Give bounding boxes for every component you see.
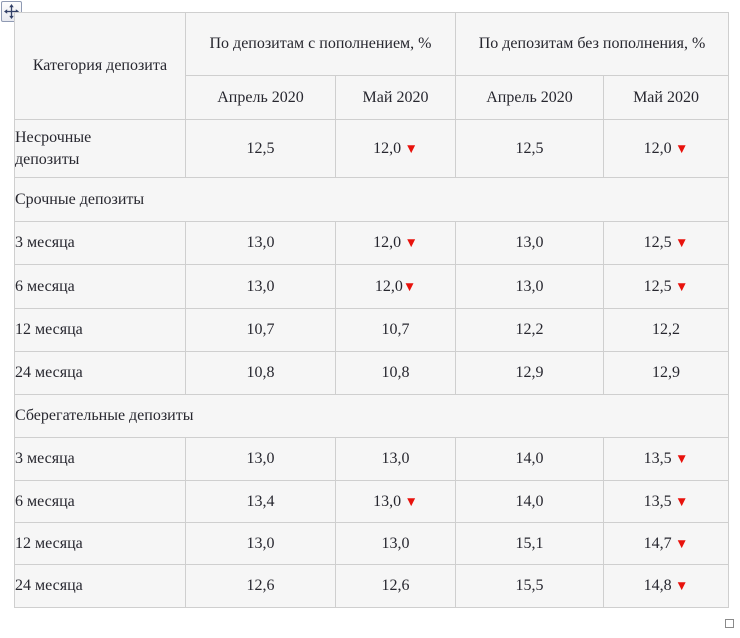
section-row: Сберегательные депозиты (13, 394, 730, 438)
group-header-with-topup: По депозитам с пополнением, % (185, 12, 456, 76)
rate-value: 10,8 (185, 351, 336, 395)
month-header-april-1: Апрель 2020 (185, 75, 336, 120)
rate-value: 13,0 (185, 221, 336, 265)
rate-value: 13,0 (185, 437, 336, 481)
table-row: 24 месяца 10,8 10,8 12,9 12,9 (14, 351, 730, 395)
table-row: 3 месяца 13,0 12,0 ▼ 13,0 12,5 ▼ (14, 221, 730, 265)
triangle-down-icon: ▼ (671, 493, 689, 509)
row-label: 24 месяца (14, 564, 186, 608)
row-label: 6 месяца (14, 264, 186, 309)
rate-value: 12,9 (602, 351, 730, 395)
rate-value: 14,0 (455, 480, 604, 523)
rate-value: 12,2 (602, 308, 730, 352)
section-label: Сберегательные депозиты (13, 394, 730, 438)
row-label: 24 месяца (14, 351, 186, 395)
triangle-down-icon: ▼ (401, 140, 418, 156)
rate-value: 15,1 (455, 522, 604, 565)
rate-value: 12,5 ▼ (602, 264, 730, 309)
rate-value: 14,7 ▼ (602, 522, 730, 565)
rate-value: 12,6 (335, 564, 456, 608)
row-label: 3 месяца (14, 221, 186, 265)
rate-value: 10,8 (335, 351, 456, 395)
rate-value: 13,0 ▼ (335, 480, 456, 523)
triangle-down-icon: ▼ (402, 278, 417, 294)
rate-value: 13,5 ▼ (602, 437, 730, 481)
rate-value: 12,2 (455, 308, 604, 352)
rate-value: 13,0 (455, 221, 604, 265)
group-header-without-topup: По депозитам без пополнения, % (454, 12, 730, 76)
triangle-down-icon: ▼ (401, 235, 418, 250)
row-label: 6 месяца (14, 480, 186, 523)
rate-value: 13,4 (185, 480, 336, 523)
rate-value: 12,5 (185, 119, 336, 178)
month-header-may-1: Май 2020 (335, 75, 456, 120)
rate-value: 13,0 (455, 264, 604, 309)
corner-header-category: Категория депозита (14, 12, 186, 120)
rate-value: 10,7 (335, 308, 456, 352)
rate-value: 14,0 (455, 437, 604, 481)
row-label: 12 месяца (14, 308, 186, 352)
rate-value: 12,6 (185, 564, 336, 608)
row-label: Несрочные депозиты (14, 119, 186, 178)
table-row: Несрочные депозиты 12,5 12,0 ▼ 12,5 12,0… (14, 119, 730, 178)
triangle-down-icon: ▼ (671, 578, 689, 593)
rate-value: 12,5 ▼ (602, 221, 730, 265)
triangle-down-icon: ▼ (671, 451, 689, 466)
rate-value: 12,0 ▼ (335, 119, 456, 178)
rate-value: 13,5 ▼ (602, 480, 730, 523)
rate-value: 12,0 ▼ (335, 221, 456, 265)
row-label: 12 месяца (14, 522, 186, 565)
section-label: Срочные депозиты (13, 177, 730, 222)
move-arrows-icon (4, 4, 19, 19)
rate-value: 14,8 ▼ (602, 564, 730, 608)
rate-value: 13,0 (335, 522, 456, 565)
table-row: 6 месяца 13,0 12,0▼ 13,0 12,5 ▼ (14, 264, 730, 309)
month-header-may-2: Май 2020 (602, 75, 730, 120)
rate-value: 13,0 (185, 522, 336, 565)
table-row: 3 месяца 13,0 13,0 14,0 13,5 ▼ (14, 437, 730, 481)
month-header-april-2: Апрель 2020 (455, 75, 604, 120)
triangle-down-icon: ▼ (671, 535, 689, 551)
row-label: 3 месяца (14, 437, 186, 481)
rate-value: 12,0▼ (335, 264, 456, 309)
table-row: 12 месяца 10,7 10,7 12,2 12,2 (14, 308, 730, 352)
rate-value: 12,5 (455, 119, 604, 178)
triangle-down-icon: ▼ (671, 140, 689, 156)
deposit-rates-table: Категория депозита По депозитам с пополн… (13, 12, 730, 608)
rate-value: 13,0 (335, 437, 456, 481)
triangle-down-icon: ▼ (671, 278, 689, 294)
table-row: 6 месяца 13,4 13,0 ▼ 14,0 13,5 ▼ (14, 480, 730, 523)
section-row: Срочные депозиты (13, 177, 730, 222)
rate-value: 12,0 ▼ (602, 119, 730, 178)
triangle-down-icon: ▼ (401, 493, 418, 509)
rate-value: 15,5 (455, 564, 604, 608)
table-row: 24 месяца 12,6 12,6 15,5 14,8 ▼ (14, 564, 730, 608)
rate-value: 13,0 (185, 264, 336, 309)
table-resize-handle[interactable] (725, 619, 734, 628)
rate-value: 10,7 (185, 308, 336, 352)
rate-value: 12,9 (455, 351, 604, 395)
triangle-down-icon: ▼ (671, 235, 689, 250)
table-row: 12 месяца 13,0 13,0 15,1 14,7 ▼ (14, 522, 730, 565)
